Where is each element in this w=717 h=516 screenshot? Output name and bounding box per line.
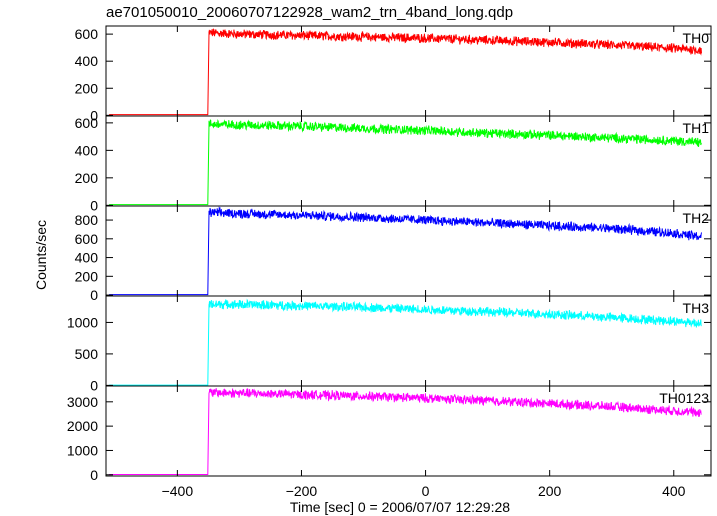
y-tick-label: 0 bbox=[90, 107, 98, 123]
y-tick-label: 200 bbox=[75, 80, 99, 96]
y-tick-label: 1000 bbox=[67, 442, 98, 458]
chart-title: ae701050010_20060707122928_wam2_trn_4ban… bbox=[106, 4, 513, 21]
band-label: TH3 bbox=[683, 300, 710, 316]
panel-th3: 0 500 1000 TH3 bbox=[67, 295, 712, 393]
panel-th0: 0 200 400 600 TH0 bbox=[75, 25, 712, 123]
y-tick-label: 200 bbox=[75, 170, 99, 186]
panel-th2: 0 200 400 600 800 TH2 bbox=[75, 205, 712, 303]
y-tick-label: 0 bbox=[90, 467, 98, 483]
y-tick-label: 2000 bbox=[67, 418, 98, 434]
x-tick-label: 0 bbox=[422, 483, 430, 499]
panel-th1: 0 200 400 600 TH1 bbox=[75, 115, 712, 213]
series-line-th2 bbox=[109, 206, 702, 296]
x-tick-label: 400 bbox=[662, 483, 686, 499]
series-line-th1 bbox=[109, 118, 702, 206]
y-tick-label: 500 bbox=[75, 346, 99, 362]
y-tick-label: 400 bbox=[75, 53, 99, 69]
y-tick-label: 0 bbox=[90, 197, 98, 213]
series-line-th3 bbox=[109, 298, 702, 386]
band-label: TH2 bbox=[683, 210, 710, 226]
y-tick-label: 800 bbox=[75, 212, 99, 228]
y-tick-label: 600 bbox=[75, 231, 99, 247]
y-tick-label: 1000 bbox=[67, 314, 98, 330]
y-tick-label: 3000 bbox=[67, 394, 98, 410]
x-axis-label: Time [sec] 0 = 2006/07/07 12:29:28 bbox=[290, 499, 510, 515]
panel-frame bbox=[105, 385, 712, 477]
x-tick-label: −200 bbox=[286, 483, 318, 499]
series-line-th0 bbox=[109, 28, 702, 116]
panel-th0123: 0 1000 2000 3000 TH0123 bbox=[67, 385, 712, 483]
band-label: TH1 bbox=[683, 120, 710, 136]
y-tick-label: 200 bbox=[75, 268, 99, 284]
band-label: TH0123 bbox=[659, 390, 709, 406]
x-tick-label: −400 bbox=[162, 483, 194, 499]
y-tick-label: 400 bbox=[75, 142, 99, 158]
y-tick-label: 0 bbox=[90, 287, 98, 303]
y-tick-label: 0 bbox=[90, 377, 98, 393]
y-tick-label: 400 bbox=[75, 250, 99, 266]
y-tick-label: 600 bbox=[75, 115, 99, 131]
series-line-th0123 bbox=[109, 388, 702, 475]
y-tick-label: 600 bbox=[75, 26, 99, 42]
panels: 0 200 400 600 TH0 0 200 400 600 TH1 0 200 400 600 800 T… bbox=[67, 25, 712, 499]
x-tick-label: 200 bbox=[538, 483, 562, 499]
y-axis-label: Counts/sec bbox=[33, 220, 49, 290]
band-label: TH0 bbox=[683, 30, 710, 46]
